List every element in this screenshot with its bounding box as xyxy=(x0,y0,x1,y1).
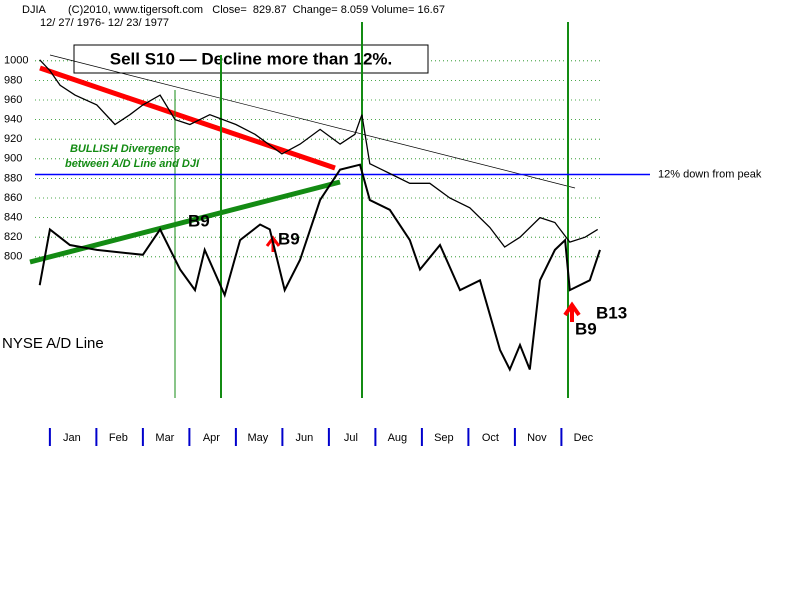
chart-title: Sell S10 — Decline more than 12%. xyxy=(110,49,393,68)
x-tick-label: Jun xyxy=(296,432,314,444)
title-box xyxy=(73,44,429,74)
symbol: DJIA xyxy=(22,4,47,16)
y-tick-label: 980 xyxy=(4,74,22,86)
y-tick-label: 880 xyxy=(4,172,22,184)
series-line xyxy=(38,163,601,372)
x-tick-label: Nov xyxy=(527,432,547,444)
signal-label: B9 xyxy=(188,211,210,230)
x-tick-label: Oct xyxy=(482,432,499,444)
x-tick-label: Jul xyxy=(344,432,358,444)
x-tick-label: Feb xyxy=(109,432,128,444)
y-tick-label: 1000 xyxy=(4,55,28,67)
x-tick-label: Dec xyxy=(574,432,594,444)
annotation: between A/D Line and DJI xyxy=(65,158,200,170)
buy-arrow xyxy=(563,301,581,322)
green-trendline xyxy=(29,179,341,265)
date-range: 12/ 27/ 1976- 12/ 23/ 1977 xyxy=(40,17,169,29)
annotation: BULLISH Divergence xyxy=(70,143,180,155)
x-tick-label: Aug xyxy=(388,432,408,444)
x-tick-label: Sep xyxy=(434,432,454,444)
x-tick-label: Apr xyxy=(203,432,220,444)
y-tick-label: 900 xyxy=(4,153,22,165)
series-label: NYSE A/D Line xyxy=(2,335,104,352)
y-tick-label: 840 xyxy=(4,212,22,224)
y-tick-label: 820 xyxy=(4,231,22,243)
y-tick-label: 960 xyxy=(4,94,22,106)
x-tick-label: Jan xyxy=(63,432,81,444)
signal-label: B13 xyxy=(596,303,627,322)
signal-label: B9 xyxy=(278,229,300,248)
header: (C)2010, www.tigersoft.com Close= 829.87… xyxy=(68,4,445,16)
y-tick-label: 860 xyxy=(4,192,22,204)
y-tick-label: 940 xyxy=(4,114,22,126)
reference-label: 12% down from peak xyxy=(658,168,762,180)
x-tick-label: Mar xyxy=(155,432,174,444)
signal-label: B9 xyxy=(575,319,597,338)
y-tick-label: 800 xyxy=(4,251,22,263)
channel-line xyxy=(49,54,576,189)
series-line xyxy=(39,59,599,248)
x-tick-label: May xyxy=(247,432,268,444)
y-tick-label: 920 xyxy=(4,133,22,145)
